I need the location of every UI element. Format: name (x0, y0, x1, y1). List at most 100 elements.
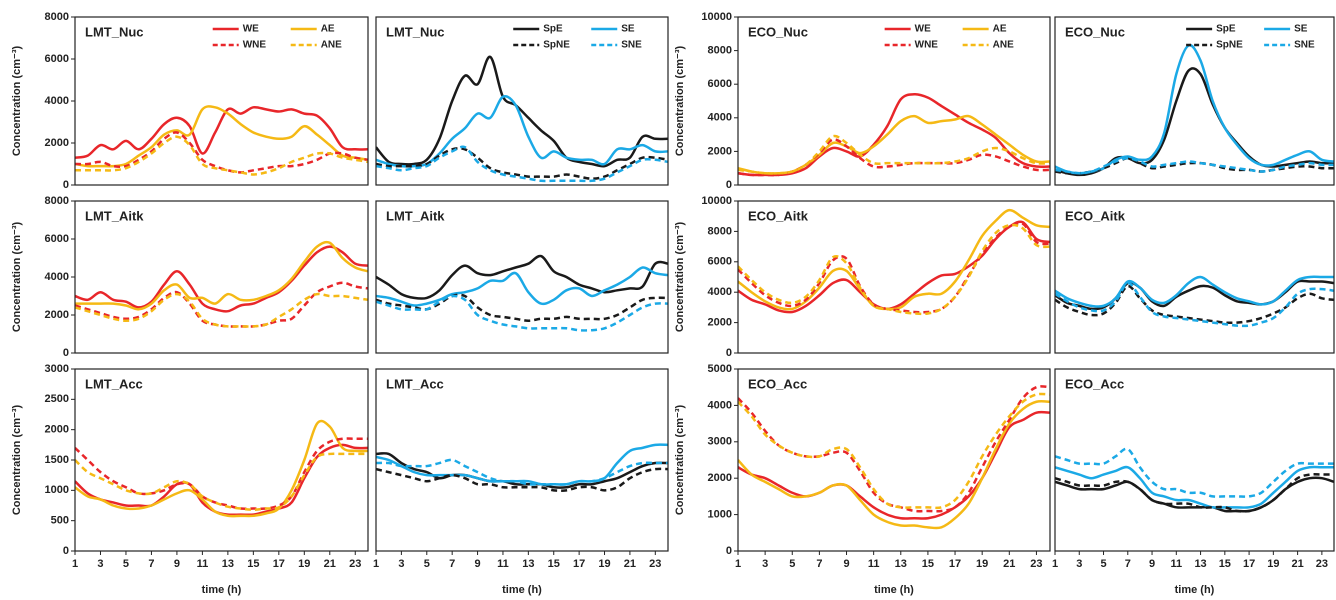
series-group (376, 55, 668, 183)
x-tick-label: 13 (895, 558, 907, 570)
x-tick-label: 1 (735, 558, 741, 570)
plot-frame (1054, 16, 1335, 186)
x-tick-label: 7 (816, 558, 822, 570)
legend-label: SpNE (1216, 40, 1243, 51)
plot-frame (737, 200, 1051, 354)
plot-frame (737, 16, 1051, 186)
series-group (75, 240, 368, 328)
data-line (376, 147, 668, 180)
series-group (75, 419, 368, 518)
data-line (738, 392, 1050, 510)
data-line (1055, 447, 1334, 498)
data-line (1055, 465, 1334, 509)
y-tick-label: 1000 (708, 509, 732, 521)
x-tick-label: 11 (197, 558, 209, 570)
x-tick-label: 19 (298, 558, 310, 570)
x-tick-label: 1 (373, 558, 379, 570)
x-tick-label: 19 (1267, 558, 1279, 570)
legend-label: WNE (243, 40, 267, 51)
y-tick-label: 4000 (708, 286, 732, 298)
x-tick-label: 3 (398, 558, 404, 570)
data-line (376, 55, 668, 168)
series-group (376, 254, 668, 332)
y-tick-label: 0 (726, 179, 732, 191)
data-line (376, 294, 668, 332)
x-axis-label: time (h) (502, 584, 542, 596)
y-tick-label: 5000 (708, 363, 732, 375)
legend-label: SpNE (543, 40, 570, 51)
y-tick-label: 0 (726, 347, 732, 359)
plot-frame (375, 368, 669, 552)
data-line (376, 95, 668, 168)
y-tick-label: 4000 (45, 271, 69, 283)
data-line (738, 134, 1050, 175)
x-tick-label: 17 (573, 558, 585, 570)
y-tick-label: 2000 (708, 472, 732, 484)
legend-label: SpE (1216, 24, 1236, 35)
y-tick-label: 8000 (45, 195, 69, 207)
data-line (1055, 281, 1334, 328)
y-tick-label: 6000 (45, 233, 69, 245)
data-line (376, 452, 668, 489)
panel-title: ECO_Nuc (748, 24, 808, 39)
x-tick-label: 21 (1003, 558, 1015, 570)
data-line (75, 240, 368, 311)
x-tick-label: 9 (475, 558, 481, 570)
legend-label: AE (321, 24, 335, 35)
series-group (75, 105, 368, 176)
series-group (1055, 275, 1334, 328)
data-line (75, 245, 368, 313)
x-axis-label: time (h) (202, 584, 242, 596)
y-tick-label: 2000 (45, 424, 69, 436)
x-tick-label: 17 (949, 558, 961, 570)
x-tick-label: 21 (624, 558, 636, 570)
series-group (738, 208, 1050, 316)
panel-title: ECO_Aitk (748, 208, 809, 223)
y-tick-label: 6000 (708, 78, 732, 90)
data-line (75, 437, 368, 511)
data-line (75, 292, 368, 328)
y-axis-label: Concentration (cm⁻³) (11, 46, 23, 157)
x-tick-label: 13 (222, 558, 234, 570)
legend-label: ANE (321, 40, 342, 51)
plot-frame (737, 368, 1051, 552)
x-tick-label: 19 (598, 558, 610, 570)
y-axis-label: Concentration (cm⁻³) (674, 222, 686, 333)
x-tick-label: 17 (1243, 558, 1255, 570)
x-tick-label: 21 (1291, 558, 1303, 570)
data-line (738, 223, 1050, 316)
panel-title: LMT_Aitk (386, 208, 445, 223)
y-tick-label: 6000 (708, 256, 732, 268)
y-axis-label: Concentration (cm⁻³) (674, 405, 686, 516)
y-axis-label: Concentration (cm⁻³) (674, 46, 686, 157)
data-line (75, 419, 368, 518)
data-line (376, 254, 668, 300)
legend-label: SNE (621, 40, 642, 51)
panel-title: LMT_Acc (386, 376, 444, 391)
y-tick-label: 8000 (708, 225, 732, 237)
panel-title: ECO_Aitk (1065, 208, 1126, 223)
x-tick-label: 13 (522, 558, 534, 570)
x-tick-label: 5 (789, 558, 795, 570)
x-tick-label: 23 (649, 558, 661, 570)
plot-frame (74, 200, 369, 354)
x-tick-label: 9 (1149, 558, 1155, 570)
x-tick-label: 15 (922, 558, 934, 570)
x-tick-label: 15 (247, 558, 259, 570)
x-axis-label: time (h) (874, 584, 914, 596)
x-tick-label: 1 (1052, 558, 1058, 570)
panel-title: LMT_Nuc (386, 24, 445, 39)
x-tick-label: 23 (349, 558, 361, 570)
x-tick-label: 3 (97, 558, 103, 570)
panel-title: LMT_Nuc (85, 24, 144, 39)
x-tick-label: 5 (424, 558, 430, 570)
panel-title: LMT_Aitk (85, 208, 144, 223)
data-line (75, 281, 368, 328)
y-tick-label: 10000 (701, 195, 732, 207)
plot-frame (1054, 368, 1335, 552)
panel-title: ECO_Acc (1065, 376, 1124, 391)
y-axis-label: Concentration (cm⁻³) (11, 222, 23, 333)
data-line (75, 105, 368, 159)
